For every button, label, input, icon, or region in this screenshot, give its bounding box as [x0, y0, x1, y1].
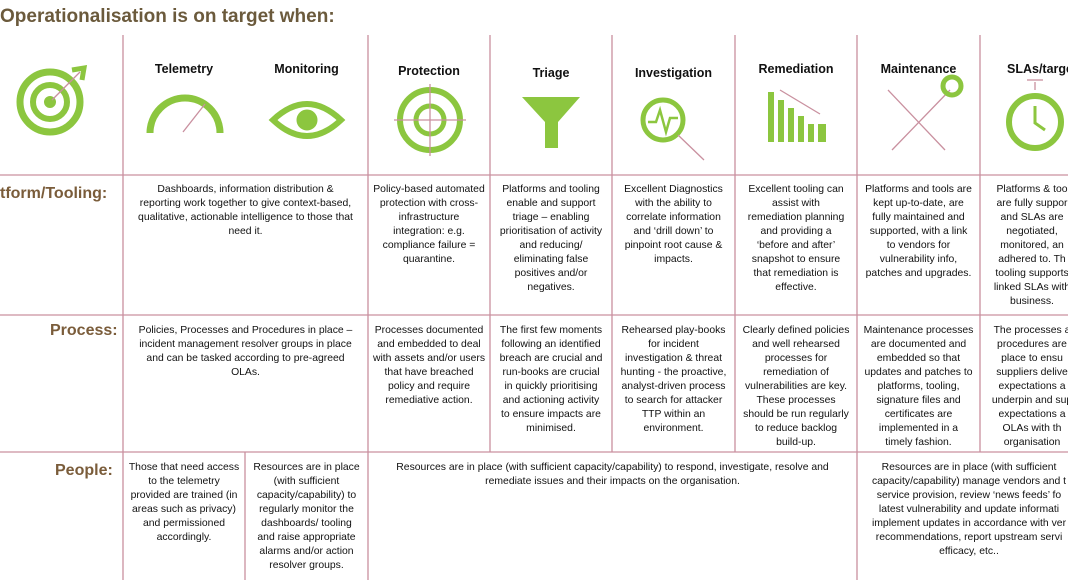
- stopwatch-icon: [1006, 79, 1064, 151]
- cell-text: Those that need access to the telemetry …: [128, 462, 240, 543]
- cell-text: Clearly defined policies and well rehear…: [742, 325, 850, 448]
- row-label: People:: [55, 462, 113, 479]
- column-header: Protection: [398, 64, 460, 78]
- column-header: Maintenance: [880, 62, 957, 76]
- eye-icon: [268, 101, 346, 139]
- cell-text: Resources are in place (with sufficient …: [253, 462, 360, 571]
- tools-icon: [887, 74, 964, 151]
- cell-text: Maintenance processes are documented and…: [863, 325, 974, 448]
- cell-text: Resources are in place (with sufficient …: [871, 462, 1067, 557]
- crosshair-icon: [394, 84, 466, 156]
- cell-text: The processes a procedures are place to …: [991, 325, 1068, 448]
- cell-text: Platforms & too are fully suppor and SLA…: [993, 184, 1068, 307]
- column-header: SLAs/targe: [1007, 62, 1068, 76]
- cell-text: Dashboards, information distribution & r…: [138, 184, 353, 237]
- target-icon: [16, 64, 88, 136]
- cell-text: Excellent tooling can assist with remedi…: [747, 184, 845, 293]
- column-header: Monitoring: [274, 62, 339, 76]
- chart-icon: [768, 89, 826, 142]
- cell-text: The first few moments following an ident…: [499, 325, 603, 434]
- row-label: Process:: [50, 322, 118, 339]
- magnifier-icon: [640, 97, 705, 161]
- cell-text: Platforms and tooling enable and support…: [499, 184, 603, 293]
- column-header: Triage: [532, 66, 570, 80]
- column-header: Remediation: [758, 62, 834, 76]
- funnel-icon: [522, 97, 580, 148]
- column-header: Telemetry: [154, 62, 214, 76]
- cell-text: Processes documented and embedded to dea…: [372, 325, 486, 406]
- row-label: tform/Tooling:: [0, 185, 108, 202]
- column-header: Investigation: [634, 66, 713, 80]
- cell-text: Policies, Processes and Procedures in pl…: [138, 325, 353, 378]
- cell-text: Platforms and tools are kept up-to-date,…: [865, 184, 972, 279]
- cell-text: Resources are in place (with sufficient …: [396, 462, 829, 487]
- cell-text: Policy-based automated protection with c…: [373, 184, 485, 265]
- title: Operationalisation is on target when:: [0, 6, 335, 27]
- gauge-icon: [146, 94, 224, 134]
- cell-text: Excellent Diagnostics with the ability t…: [624, 184, 723, 265]
- cell-text: Rehearsed play-books for incident invest…: [620, 325, 727, 434]
